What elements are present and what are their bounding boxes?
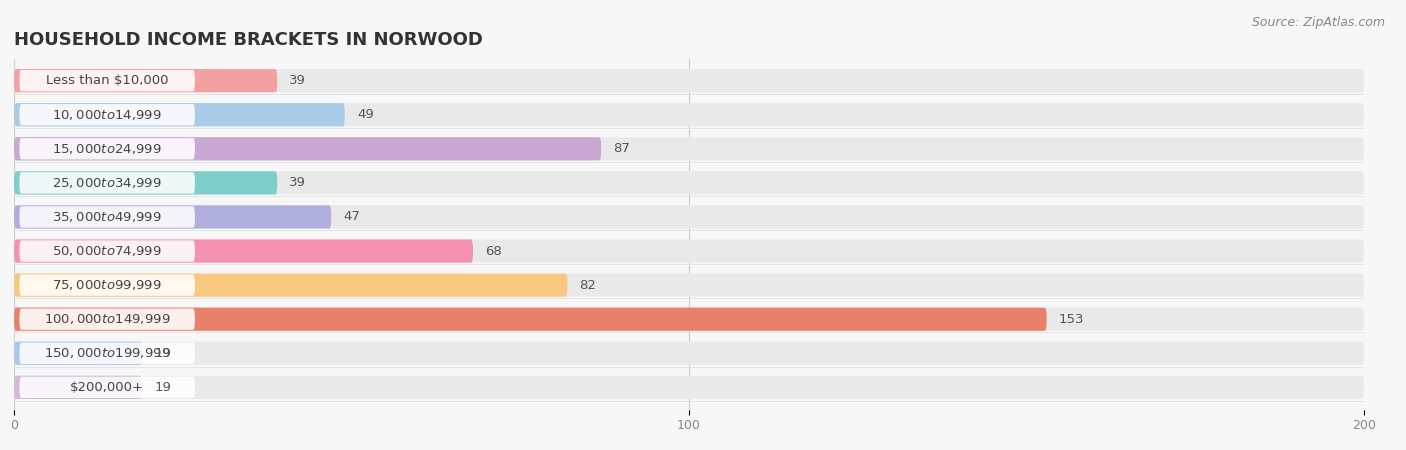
FancyBboxPatch shape (14, 137, 602, 160)
FancyBboxPatch shape (14, 376, 142, 399)
FancyBboxPatch shape (14, 308, 1364, 331)
FancyBboxPatch shape (14, 308, 1046, 331)
Text: $50,000 to $74,999: $50,000 to $74,999 (52, 244, 162, 258)
FancyBboxPatch shape (14, 342, 142, 365)
Text: $150,000 to $199,999: $150,000 to $199,999 (44, 346, 170, 360)
FancyBboxPatch shape (14, 69, 277, 92)
Text: $10,000 to $14,999: $10,000 to $14,999 (52, 108, 162, 122)
Text: 19: 19 (155, 347, 172, 360)
FancyBboxPatch shape (14, 239, 1364, 263)
FancyBboxPatch shape (20, 342, 195, 364)
FancyBboxPatch shape (14, 239, 472, 263)
Text: 19: 19 (155, 381, 172, 394)
FancyBboxPatch shape (14, 69, 1364, 92)
FancyBboxPatch shape (14, 171, 1364, 194)
Text: $35,000 to $49,999: $35,000 to $49,999 (52, 210, 162, 224)
FancyBboxPatch shape (20, 172, 195, 194)
Text: 49: 49 (357, 108, 374, 121)
FancyBboxPatch shape (20, 70, 195, 91)
Text: $15,000 to $24,999: $15,000 to $24,999 (52, 142, 162, 156)
FancyBboxPatch shape (14, 376, 1364, 399)
Text: 87: 87 (613, 142, 630, 155)
Text: Source: ZipAtlas.com: Source: ZipAtlas.com (1251, 16, 1385, 29)
FancyBboxPatch shape (14, 171, 277, 194)
FancyBboxPatch shape (14, 103, 1364, 126)
FancyBboxPatch shape (14, 342, 1364, 365)
Text: 47: 47 (343, 211, 360, 224)
FancyBboxPatch shape (14, 274, 568, 297)
Text: $75,000 to $99,999: $75,000 to $99,999 (52, 278, 162, 292)
Text: 82: 82 (579, 279, 596, 292)
FancyBboxPatch shape (20, 309, 195, 330)
Text: HOUSEHOLD INCOME BRACKETS IN NORWOOD: HOUSEHOLD INCOME BRACKETS IN NORWOOD (14, 31, 482, 49)
FancyBboxPatch shape (20, 138, 195, 159)
Text: Less than $10,000: Less than $10,000 (46, 74, 169, 87)
Text: 39: 39 (290, 74, 307, 87)
Text: $200,000+: $200,000+ (70, 381, 145, 394)
FancyBboxPatch shape (14, 205, 1364, 229)
FancyBboxPatch shape (14, 137, 1364, 160)
FancyBboxPatch shape (14, 205, 332, 229)
Text: 39: 39 (290, 176, 307, 189)
FancyBboxPatch shape (20, 274, 195, 296)
Text: 68: 68 (485, 244, 502, 257)
FancyBboxPatch shape (20, 206, 195, 228)
Text: 153: 153 (1059, 313, 1084, 326)
Text: $25,000 to $34,999: $25,000 to $34,999 (52, 176, 162, 190)
FancyBboxPatch shape (20, 104, 195, 126)
Text: $100,000 to $149,999: $100,000 to $149,999 (44, 312, 170, 326)
FancyBboxPatch shape (20, 377, 195, 398)
FancyBboxPatch shape (20, 240, 195, 262)
FancyBboxPatch shape (14, 103, 344, 126)
FancyBboxPatch shape (14, 274, 1364, 297)
